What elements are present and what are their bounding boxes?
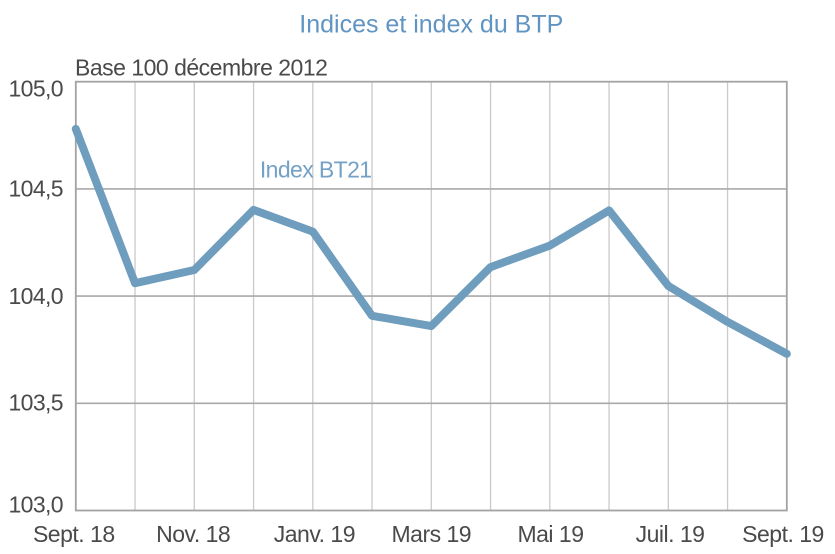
svg-text:104,5: 104,5 <box>8 176 63 202</box>
svg-text:Sept. 18: Sept. 18 <box>33 521 115 547</box>
svg-text:Janv. 19: Janv. 19 <box>274 521 355 547</box>
svg-text:103,0: 103,0 <box>8 491 63 517</box>
svg-text:103,5: 103,5 <box>8 390 63 416</box>
svg-text:Mars 19: Mars 19 <box>392 521 472 547</box>
svg-text:Index BT21: Index BT21 <box>260 157 372 183</box>
svg-text:Sept. 19: Sept. 19 <box>742 521 824 547</box>
svg-text:104,0: 104,0 <box>8 283 63 309</box>
svg-text:Nov. 18: Nov. 18 <box>156 521 230 547</box>
svg-text:Base 100 décembre 2012: Base 100 décembre 2012 <box>75 54 327 80</box>
svg-text:105,0: 105,0 <box>8 75 63 101</box>
svg-text:Mai 19: Mai 19 <box>517 521 583 547</box>
svg-text:Indices et index du BTP: Indices et index du BTP <box>299 10 563 38</box>
svg-text:Juil. 19: Juil. 19 <box>636 521 705 547</box>
